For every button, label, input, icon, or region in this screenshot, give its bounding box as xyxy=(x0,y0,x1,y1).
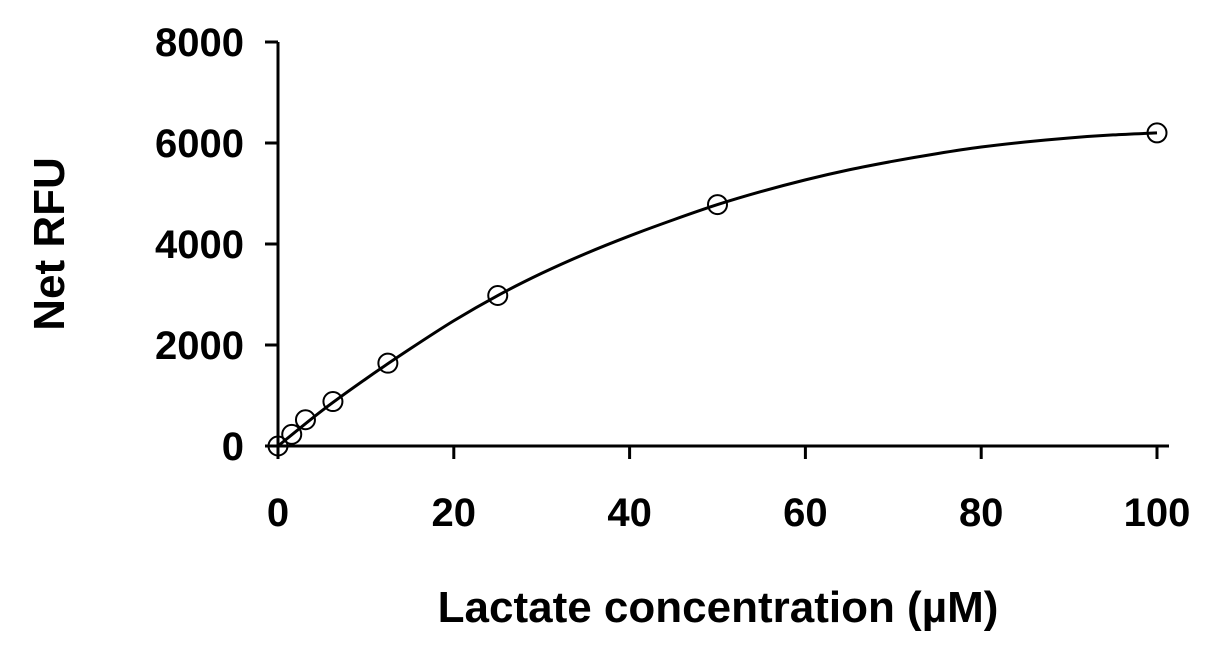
x-axis-title: Lactate concentration (µM) xyxy=(438,583,999,632)
data-point xyxy=(487,285,509,307)
data-point xyxy=(281,423,303,445)
y-tick-label: 4000 xyxy=(155,223,244,267)
x-tick-label: 60 xyxy=(783,491,828,535)
x-tick-label: 20 xyxy=(432,491,477,535)
y-axis-ticks: 0 2000 4000 6000 8000 xyxy=(155,21,278,469)
data-point xyxy=(377,352,399,374)
data-point xyxy=(322,391,344,413)
x-tick-label: 40 xyxy=(607,491,652,535)
y-tick-label: 2000 xyxy=(155,324,244,368)
data-points xyxy=(267,122,1168,457)
data-point xyxy=(267,435,289,457)
y-axis-title: Net RFU xyxy=(25,157,74,331)
data-point xyxy=(707,194,728,216)
fit-curve xyxy=(277,131,1158,448)
data-point xyxy=(1146,122,1168,144)
x-tick-label: 80 xyxy=(959,491,1004,535)
y-tick-label: 0 xyxy=(222,425,244,469)
data-point xyxy=(294,409,316,431)
x-tick-label: 100 xyxy=(1124,491,1191,535)
x-axis-ticks: 0 20 40 60 80 100 xyxy=(267,446,1191,535)
y-tick-label: 6000 xyxy=(155,122,244,166)
y-tick-label: 8000 xyxy=(155,21,244,65)
x-tick-label: 0 xyxy=(267,491,289,535)
